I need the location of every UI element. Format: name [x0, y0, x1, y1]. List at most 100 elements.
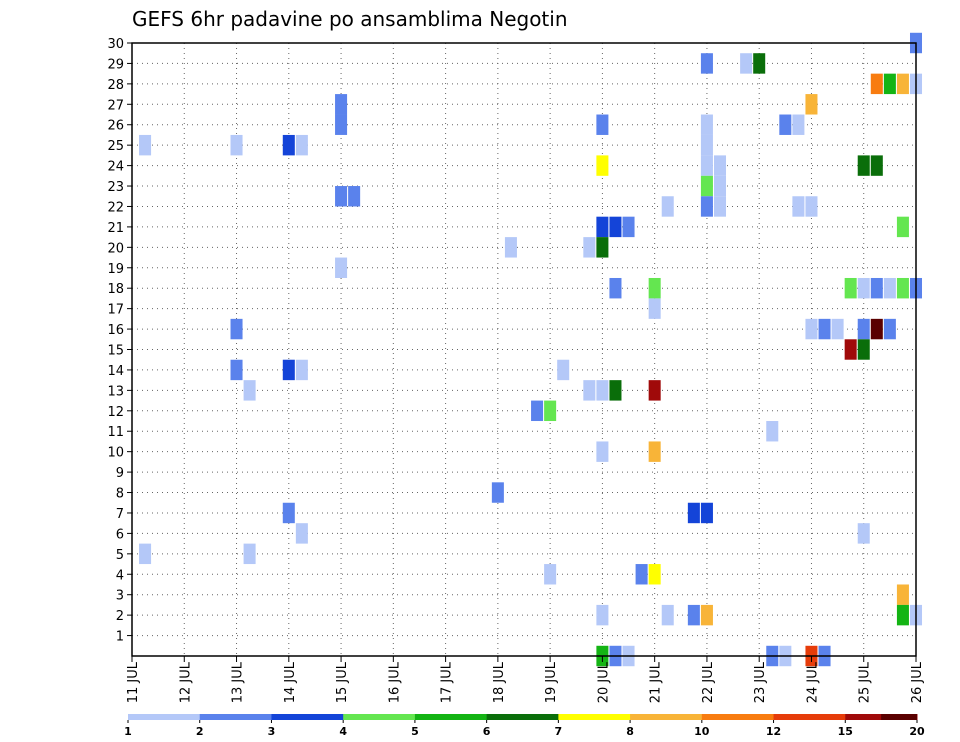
data-cell: [857, 339, 870, 360]
data-cell: [335, 257, 348, 278]
y-tick-label: 3: [116, 589, 124, 604]
colorbar-label: 10: [694, 725, 710, 738]
data-cell: [544, 564, 557, 585]
y-tick-label: 14: [107, 364, 124, 379]
y-tick-label: 6: [116, 527, 124, 542]
y-tick-label: 1: [116, 630, 124, 645]
data-cell: [700, 134, 713, 156]
colorbar-segment: [486, 714, 559, 720]
x-tick-label: 22 JUL: [701, 661, 716, 703]
data-cell: [139, 134, 152, 156]
colorbar-label: 20: [909, 725, 925, 738]
data-cell: [883, 277, 896, 299]
y-tick-label: 26: [107, 119, 124, 134]
y-tick-label: 16: [107, 323, 124, 338]
chart-title: GEFS 6hr padavine po ansamblima Negotin: [132, 7, 568, 31]
data-cell: [243, 380, 256, 401]
y-tick-label: 2: [116, 609, 124, 624]
data-cell: [896, 73, 909, 95]
data-cell: [844, 339, 857, 360]
data-cell: [230, 359, 243, 381]
data-cell: [700, 604, 713, 626]
data-cell: [687, 604, 700, 626]
colorbar-segment: [701, 714, 775, 720]
colorbar-label: 15: [838, 725, 853, 738]
data-cell: [230, 318, 243, 340]
data-cell: [896, 604, 909, 626]
data-cell: [883, 73, 896, 95]
data-cell: [661, 196, 674, 217]
data-cell: [700, 53, 713, 74]
data-cell: [609, 277, 622, 299]
x-tick-label: 20 JUL: [596, 661, 611, 703]
data-cell: [870, 277, 883, 299]
colorbar-label: 12: [766, 725, 781, 738]
data-cell: [700, 114, 713, 135]
data-cell: [857, 318, 870, 340]
data-cell: [740, 53, 753, 74]
data-cell: [792, 196, 805, 217]
y-tick-label: 23: [107, 180, 124, 195]
data-cell: [870, 155, 883, 176]
data-cell: [335, 186, 348, 207]
data-cell: [661, 604, 674, 626]
colorbar-label: 5: [411, 725, 419, 738]
data-cell: [348, 186, 361, 207]
data-cell: [596, 237, 609, 258]
data-cell: [335, 94, 348, 115]
data-cell: [753, 53, 766, 74]
data-cell: [596, 441, 609, 462]
y-tick-label: 5: [116, 548, 124, 563]
x-tick-label: 15 JUL: [335, 661, 350, 703]
colorbar-segment: [414, 714, 488, 720]
data-cell: [713, 196, 727, 217]
data-cells: [139, 32, 923, 667]
data-cell: [596, 114, 609, 135]
data-cell: [282, 359, 295, 381]
data-cell: [713, 175, 727, 197]
y-tick-label: 17: [107, 303, 124, 318]
colorbar-label: 1: [124, 725, 132, 738]
data-cell: [818, 318, 831, 340]
x-tick-label: 18 JUL: [492, 661, 507, 703]
data-cell: [139, 543, 152, 565]
data-cell: [896, 584, 909, 605]
data-cell: [713, 155, 727, 176]
y-tick-label: 22: [107, 200, 124, 215]
colorbar-segment: [881, 714, 917, 720]
colorbar: 1 2 3 4 5 6 7 8 10 12 15 20: [124, 714, 925, 738]
data-cell: [805, 318, 818, 340]
data-cell: [609, 380, 622, 401]
colorbar-label: 2: [196, 725, 204, 738]
data-cell: [295, 134, 308, 156]
data-cell: [700, 502, 713, 524]
data-cell: [831, 318, 844, 340]
data-cell: [648, 564, 661, 585]
y-tick-label: 30: [107, 37, 124, 52]
data-cell: [648, 298, 661, 319]
data-cell: [779, 114, 792, 135]
y-tick-label: 21: [107, 221, 124, 236]
data-cell: [857, 155, 870, 176]
data-cell: [635, 564, 648, 585]
data-cell: [622, 216, 635, 238]
colorbar-label: 7: [555, 725, 563, 738]
data-cell: [596, 155, 609, 176]
data-cell: [596, 380, 609, 401]
x-tick-label: 12 JUL: [178, 661, 193, 703]
y-tick-label: 29: [107, 57, 124, 72]
y-tick-label: 18: [107, 282, 124, 297]
colorbar-label: 4: [339, 725, 347, 738]
data-cell: [700, 175, 713, 197]
data-cell: [766, 421, 779, 442]
y-tick-label: 28: [107, 78, 124, 93]
x-tick-label: 14 JUL: [283, 661, 298, 703]
y-tick-label: 8: [116, 487, 124, 502]
y-tick-label: 19: [107, 262, 124, 277]
data-cell: [844, 277, 857, 299]
y-tick-label: 13: [107, 384, 124, 399]
y-tick-label: 9: [116, 466, 124, 481]
data-cell: [583, 380, 596, 401]
y-tick-label: 15: [107, 344, 124, 359]
y-tick-label: 7: [116, 507, 124, 522]
